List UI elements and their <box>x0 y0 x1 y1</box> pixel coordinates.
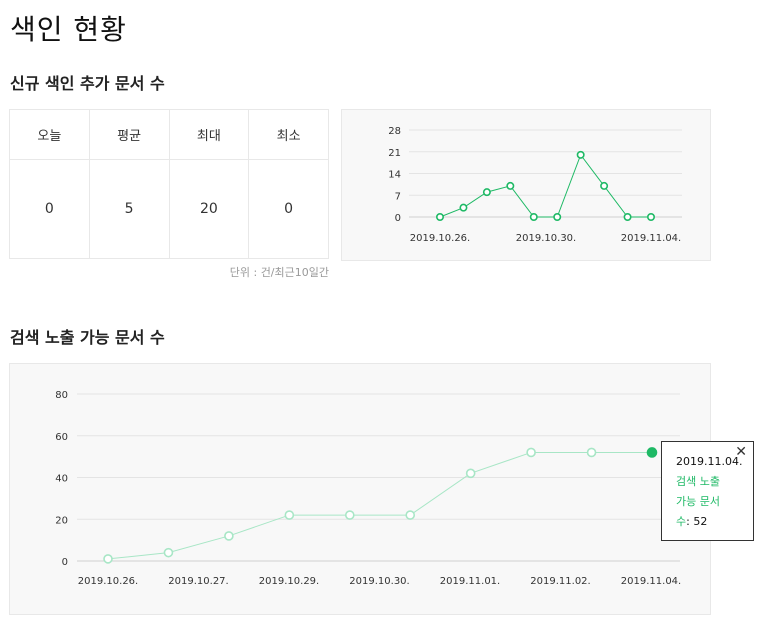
y-tick-label-80: 80 <box>55 390 68 401</box>
data-point-3 <box>506 181 515 190</box>
x-tick-label-0: 2019.10.26. <box>78 576 138 587</box>
data-point-0 <box>103 554 113 564</box>
x-tick-label-5: 2019.11.02. <box>530 576 590 587</box>
new-index-chart-svg[interactable]: 0 7 14 21 28 2019.10.26. 2019.10.30. 2019.11.04… <box>342 110 712 262</box>
tooltip-colon: : <box>686 515 694 528</box>
stats-value-average: 5 <box>88 159 170 259</box>
data-point-5 <box>405 510 416 520</box>
tooltip-series-line-2: 수 <box>676 515 687 528</box>
x-tick-label-1: 2019.10.27. <box>168 576 228 587</box>
new-index-section-title: 신규 색인 추가 문서 수 <box>10 74 165 93</box>
y-tick-label-0: 0 <box>62 557 68 568</box>
x-tick-label-0: 2019.10.26. <box>410 233 470 244</box>
stats-value-min: 0 <box>248 159 329 259</box>
page-title: 색인 현황 <box>10 13 127 46</box>
x-tick-label-2: 2019.10.29. <box>259 576 319 587</box>
searchable-docs-chart-svg[interactable]: 0 20 40 60 80 2019.10.26. 2019.10.27. 2019.10.2… <box>10 364 712 616</box>
stats-value-today: 0 <box>9 159 90 259</box>
stats-header-today: 오늘 <box>9 108 90 161</box>
new-index-stats-table: 오늘 평균 최대 최소 0 5 20 0 <box>9 108 329 259</box>
new-index-chart[interactable]: 0 7 14 21 28 2019.10.26. 2019.10.30. 2019.11.04… <box>341 109 711 261</box>
data-point-7 <box>526 447 536 458</box>
y-tick-label-14: 14 <box>388 170 401 181</box>
data-point-9 <box>646 447 658 458</box>
data-point-8 <box>586 447 597 458</box>
data-point-4 <box>344 510 355 520</box>
y-tick-label-60: 60 <box>55 432 68 443</box>
data-point-8 <box>623 213 632 222</box>
data-point-2 <box>482 188 491 197</box>
searchable-docs-section-title: 검색 노출 가능 문서 수 <box>10 328 165 347</box>
x-tick-label-1: 2019.10.30. <box>516 233 576 244</box>
y-tick-label-40: 40 <box>55 474 68 485</box>
data-point-6 <box>465 468 476 479</box>
data-point-9 <box>646 213 655 222</box>
stats-header-min: 최소 <box>248 108 329 161</box>
x-tick-label-4: 2019.11.01. <box>440 576 500 587</box>
close-icon[interactable]: ✕ <box>735 444 747 460</box>
data-point-4 <box>529 213 538 222</box>
data-point-1 <box>459 203 468 212</box>
x-tick-label-6: 2019.11.04. <box>621 576 681 587</box>
y-tick-label-20: 20 <box>55 515 68 526</box>
data-point-2 <box>224 531 234 541</box>
stats-header-row: 오늘 평균 최대 최소 <box>9 108 329 161</box>
tooltip-value: 52 <box>693 515 708 528</box>
x-tick-label-2: 2019.11.04. <box>621 233 681 244</box>
data-point-5 <box>553 213 562 222</box>
y-tick-label-28: 28 <box>388 126 401 137</box>
searchable-docs-chart[interactable]: 0 20 40 60 80 2019.10.26. 2019.10.27. 2019.10.2… <box>9 363 711 615</box>
data-point-1 <box>163 547 174 558</box>
x-tick-label-3: 2019.10.30. <box>349 576 409 587</box>
stats-value-max: 20 <box>168 159 250 259</box>
data-point-7 <box>600 181 609 190</box>
tooltip-series-line-1: 가능 문서 <box>676 495 720 508</box>
series-line <box>107 451 652 560</box>
series-line <box>439 153 651 218</box>
data-point-3 <box>284 510 295 520</box>
data-point-0 <box>436 213 445 222</box>
tooltip-date: 2019.11.04. <box>676 455 743 468</box>
data-point-6 <box>576 150 585 159</box>
tooltip-series-line-0: 검색 노출 <box>676 475 720 488</box>
stats-value-row: 0 5 20 0 <box>9 159 329 259</box>
y-tick-label-7: 7 <box>395 191 401 202</box>
y-tick-label-21: 21 <box>388 148 401 159</box>
stats-header-average: 평균 <box>88 108 170 161</box>
stats-header-max: 최대 <box>168 108 250 161</box>
y-tick-label-0: 0 <box>395 213 401 224</box>
unit-note: 단위 : 건/최근10일간 <box>229 266 329 279</box>
